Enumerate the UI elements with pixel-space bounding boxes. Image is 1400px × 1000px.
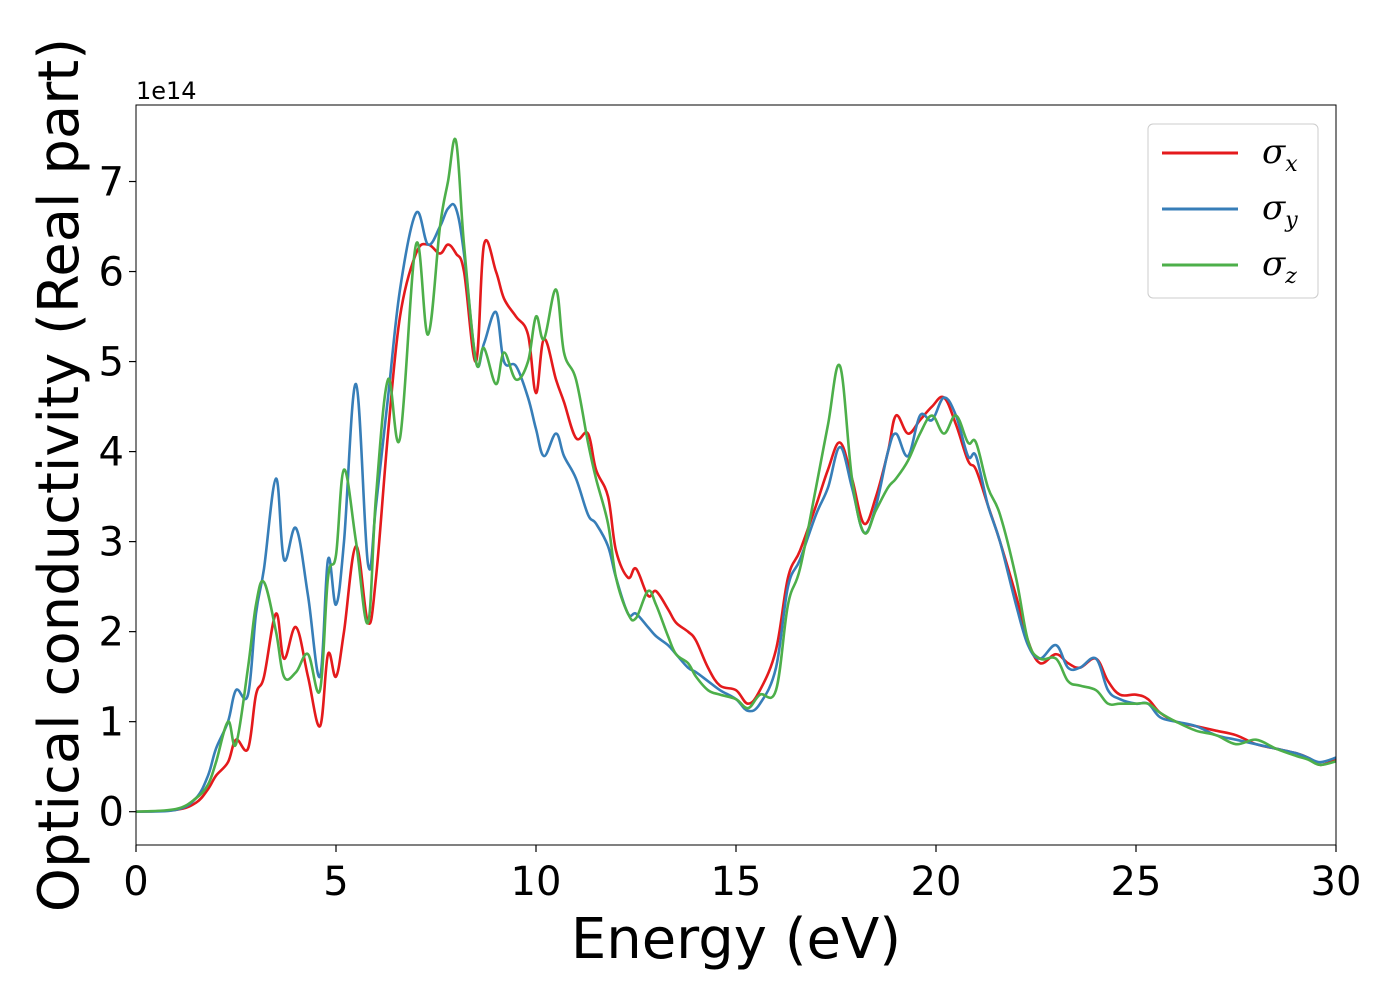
y-tick-label: 0 [99, 790, 124, 836]
x-tick-label: 0 [123, 859, 148, 905]
y-axis: 0 1 2 3 4 5 6 7 [99, 160, 136, 836]
series-line-x [136, 239, 1336, 813]
y-tick-label: 1 [99, 700, 124, 746]
x-tick-label: 25 [1111, 859, 1162, 905]
legend-label-x: σx [1262, 132, 1298, 177]
x-axis: 0 5 10 15 20 25 30 [123, 845, 1361, 905]
y-axis-title: Optical conductivity (Real part) [27, 38, 92, 912]
x-tick-label: 20 [911, 859, 962, 905]
x-tick-label: 15 [711, 859, 762, 905]
x-tick-label: 30 [1311, 859, 1362, 905]
series-line-y [136, 202, 1336, 813]
x-tick-label: 5 [323, 859, 348, 905]
y-tick-label: 5 [99, 340, 124, 386]
y-tick-label: 2 [99, 610, 124, 656]
series-line-z [136, 137, 1336, 813]
x-axis-title: Energy (eV) [571, 907, 901, 972]
y-tick-label: 7 [99, 160, 124, 206]
x-tick-label: 10 [511, 859, 562, 905]
y-tick-label: 6 [99, 250, 124, 296]
y-tick-label: 4 [99, 430, 124, 476]
y-tick-label: 3 [99, 520, 124, 566]
legend-label-y: σy [1262, 188, 1298, 233]
y-axis-offset-label: 1e14 [136, 77, 197, 105]
legend-box [1147, 123, 1319, 299]
plot-area [136, 137, 1336, 813]
legend: σx σy σz [1147, 123, 1319, 299]
legend-label-z: σz [1262, 244, 1297, 289]
